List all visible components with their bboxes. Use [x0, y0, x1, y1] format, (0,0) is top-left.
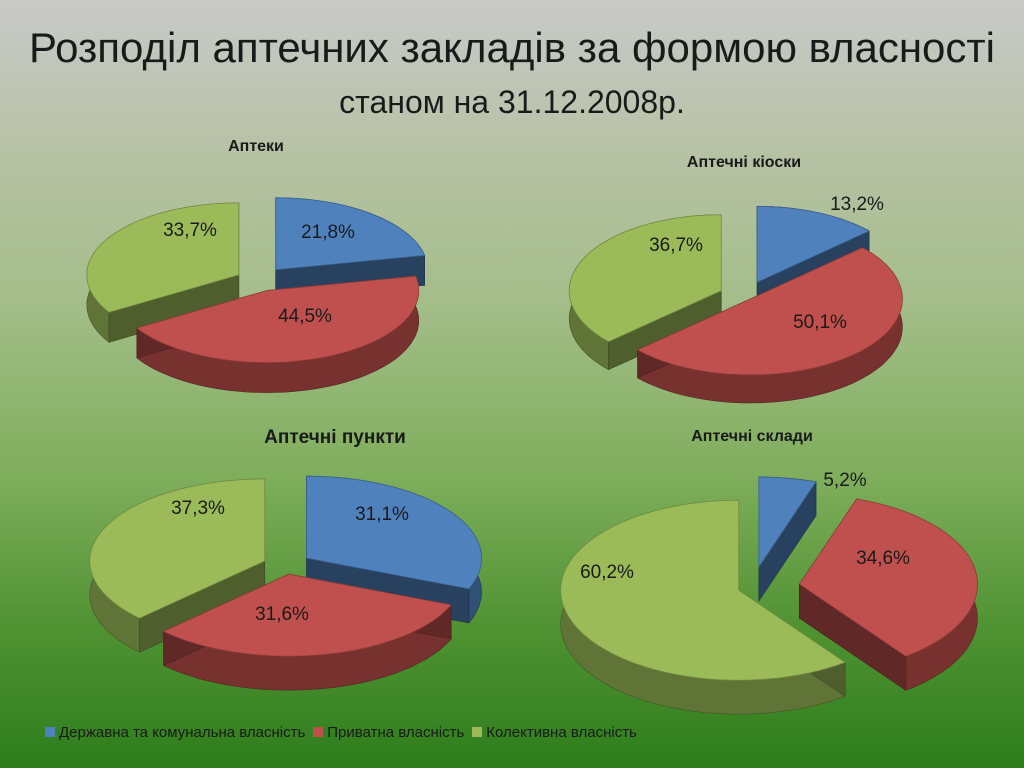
- pie-chart-2: Аптечні кіоски 13,2% 50,1% 36,7%: [568, 154, 903, 404]
- data-label-private-2: 50,1%: [793, 312, 847, 333]
- chart-title-3: Аптечні пункти: [264, 427, 406, 448]
- chart-title-1: Аптеки: [228, 138, 284, 155]
- legend-label-state: Державна та комунальна власність: [59, 723, 306, 741]
- pie-slice-collective-4: [560, 499, 847, 715]
- pie-slice-private-1: [136, 275, 420, 393]
- page-subtitle: станом на 31.12.2008р.: [339, 84, 685, 120]
- legend-swatch-state: [45, 727, 55, 737]
- data-label-state-2: 13,2%: [830, 194, 884, 215]
- data-label-private-3: 31,6%: [255, 604, 309, 625]
- legend-label-collective: Колективна власність: [486, 723, 637, 741]
- pie-slice-private-3: [162, 573, 452, 691]
- data-label-collective-4: 60,2%: [580, 562, 634, 583]
- pie-slice-collective-1: [86, 202, 240, 343]
- data-label-private-1: 44,5%: [278, 306, 332, 327]
- legend-label-private: Приватна власність: [327, 723, 465, 741]
- pie-slice-state-4: [758, 476, 817, 603]
- chart-title-4: Аптечні склади: [691, 428, 813, 445]
- legend-swatch-collective: [472, 727, 483, 737]
- data-label-state-3: 31,1%: [355, 504, 409, 525]
- pie-slice-private-2: [636, 247, 903, 404]
- legend: Державна та комунальна власність Приватн…: [45, 722, 645, 742]
- pie-chart-3: Аптечні пункти 31,1% 31,6% 37,3%: [89, 427, 482, 691]
- data-label-state-1: 21,8%: [301, 222, 355, 243]
- chart-title-2: Аптечні кіоски: [687, 154, 801, 171]
- legend-swatch-private: [313, 727, 324, 737]
- data-label-private-4: 34,6%: [856, 548, 910, 569]
- legend-item-collective: Колективна власність: [472, 724, 637, 741]
- data-label-collective-2: 36,7%: [649, 235, 703, 256]
- legend-item-private: Приватна власність: [313, 724, 464, 741]
- data-label-collective-3: 37,3%: [171, 498, 225, 519]
- page-title: Розподіл аптечних закладів за формою вла…: [29, 24, 995, 71]
- legend-item-state: Державна та комунальна власність: [45, 724, 305, 741]
- pie-chart-4: Аптечні склади 5,2% 34,6% 60,2%: [560, 428, 978, 715]
- pie-chart-1: Аптеки 21,8% 44,5% 33,7%: [86, 138, 426, 393]
- pie-slice-private-4: [798, 497, 978, 691]
- data-label-state-4: 5,2%: [823, 470, 866, 491]
- pie-slice-collective-2: [568, 214, 722, 371]
- data-label-collective-1: 33,7%: [163, 220, 217, 241]
